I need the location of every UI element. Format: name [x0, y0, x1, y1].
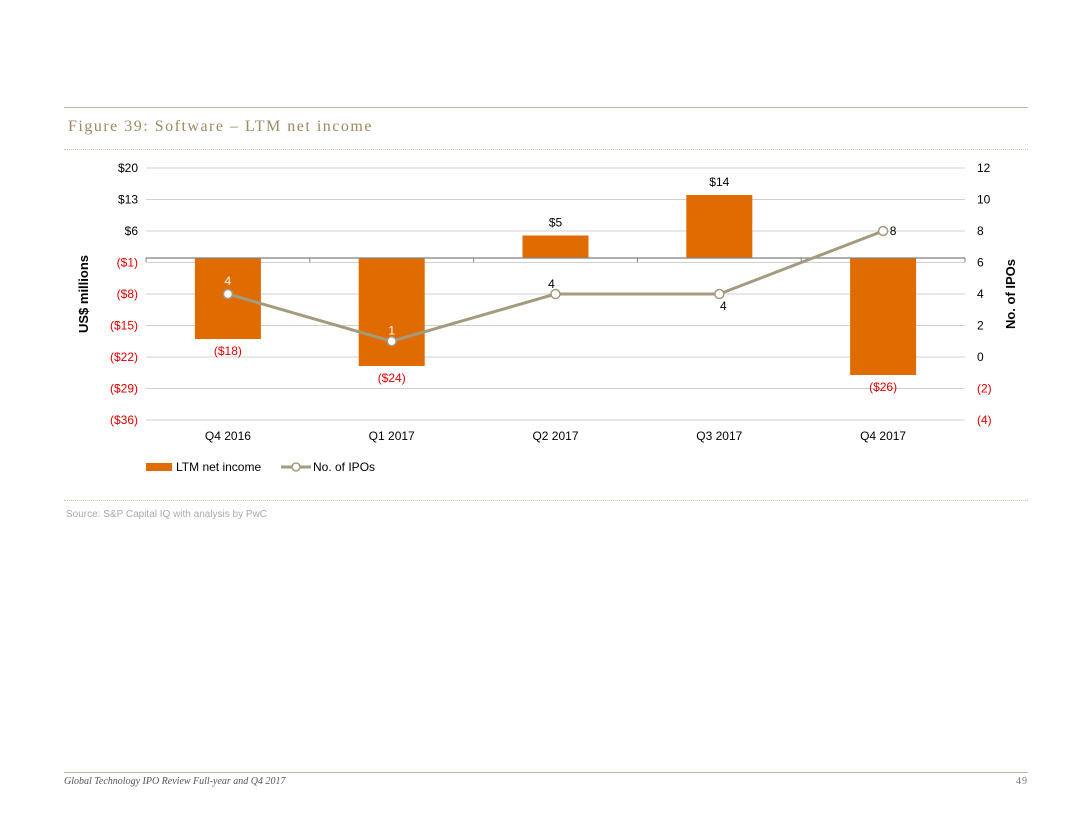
bar — [686, 195, 753, 258]
legend-line-marker — [291, 462, 301, 472]
left-tick-label: $20 — [118, 161, 138, 175]
bar-data-label: ($26) — [869, 380, 897, 394]
ipo-data-label: 4 — [225, 274, 232, 288]
bar-data-label: $14 — [709, 175, 729, 189]
right-tick-label: 4 — [977, 287, 984, 301]
footer-rule — [64, 772, 1028, 773]
ipo-point — [877, 225, 889, 237]
ipo-data-label: 4 — [548, 277, 555, 291]
ipo-data-label: 4 — [720, 299, 727, 313]
legend-bar-swatch — [146, 463, 172, 471]
left-tick-label: ($1) — [117, 256, 138, 270]
ipo-data-label: 1 — [388, 323, 395, 337]
left-tick-label: $6 — [125, 224, 139, 238]
bar — [358, 258, 425, 366]
right-tick-label: 12 — [977, 161, 991, 175]
right-tick-label: (4) — [977, 413, 992, 427]
source-note: Source: S&P Capital IQ with analysis by … — [66, 509, 268, 520]
right-tick-label: 0 — [977, 350, 984, 364]
title-divider — [64, 149, 1028, 150]
right-tick-label: (2) — [977, 382, 992, 396]
category-label: Q1 2017 — [369, 429, 415, 443]
bar — [522, 235, 589, 258]
page-number: 49 — [1016, 776, 1028, 787]
figure-title: Figure 39: Software – LTM net income — [68, 118, 373, 135]
bar-data-label: ($24) — [378, 371, 406, 385]
left-tick-label: ($15) — [110, 319, 138, 333]
ipo-data-label: 8 — [890, 224, 897, 238]
category-label: Q4 2017 — [860, 429, 906, 443]
right-axis-title: No. of IPOs — [1003, 259, 1018, 329]
category-label: Q2 2017 — [532, 429, 578, 443]
bar-data-label: ($18) — [214, 344, 242, 358]
category-label: Q4 2016 — [205, 429, 251, 443]
ipo-point — [550, 288, 561, 300]
source-divider — [64, 500, 1028, 501]
right-tick-label: 2 — [977, 319, 984, 333]
left-axis-title: US$ millions — [76, 255, 91, 333]
left-tick-label: ($36) — [110, 413, 138, 427]
left-tick-label: ($22) — [110, 350, 138, 364]
left-tick-label: ($8) — [117, 287, 138, 301]
ipo-point — [386, 336, 397, 347]
ipo-point — [222, 288, 234, 300]
bar — [850, 258, 917, 375]
footer-text: Global Technology IPO Review Full-year a… — [64, 776, 286, 787]
ipo-point — [714, 288, 725, 300]
top-rule — [64, 107, 1028, 108]
right-tick-label: 6 — [977, 256, 984, 270]
right-tick-label: 10 — [977, 193, 991, 207]
right-tick-label: 8 — [977, 224, 984, 238]
bar-data-label: $5 — [549, 216, 563, 230]
legend-bar-label: LTM net income — [176, 460, 261, 474]
left-tick-label: $13 — [118, 193, 138, 207]
left-tick-label: ($29) — [110, 382, 138, 396]
category-label: Q3 2017 — [696, 429, 742, 443]
legend-line-label: No. of IPOs — [313, 460, 375, 474]
